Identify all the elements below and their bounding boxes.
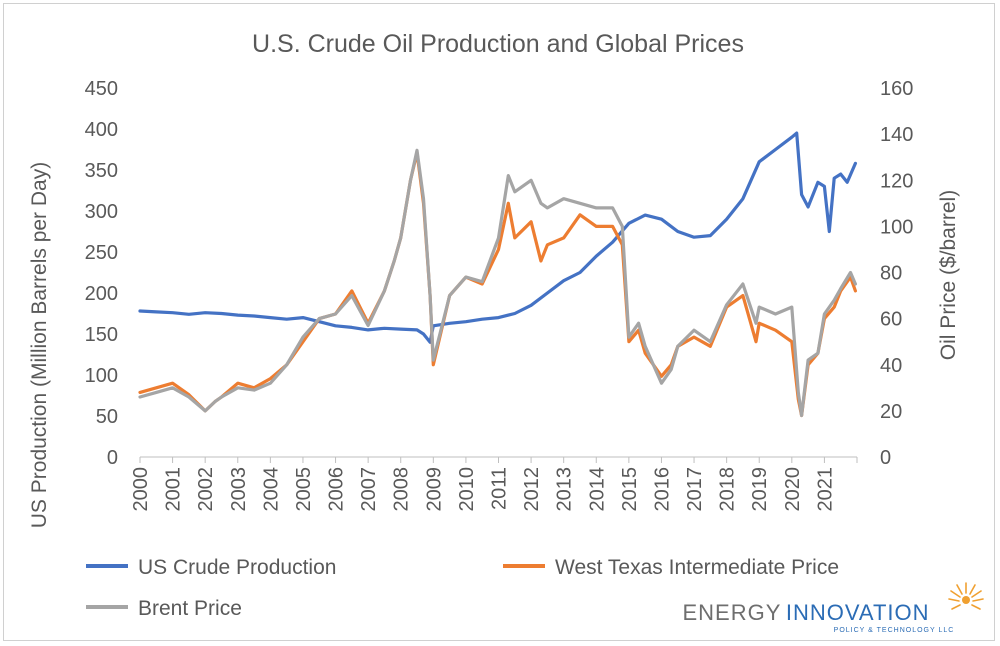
legend-wti-label: West Texas Intermediate Price bbox=[555, 556, 839, 579]
logo-tagline: POLICY & TECHNOLOGY LLC bbox=[834, 627, 955, 634]
left-tick-label: 150 bbox=[85, 324, 118, 346]
left-tick-label: 250 bbox=[85, 242, 118, 264]
energy-innovation-logo: ENERGY INNOVATION POLICY & TECHNOLOGY LL… bbox=[682, 582, 984, 634]
left-tick-label: 0 bbox=[107, 447, 118, 469]
x-tick-label: 2008 bbox=[391, 467, 413, 512]
chart-frame bbox=[3, 3, 995, 641]
right-axis-title: Oil Price ($/barrel) bbox=[937, 190, 960, 360]
x-tick-label: 2002 bbox=[195, 467, 217, 512]
left-tick-label: 50 bbox=[96, 406, 118, 428]
x-tick-label: 2009 bbox=[423, 467, 445, 512]
right-axis-ticks: 0 20 40 60 80 100 120 140 160 bbox=[880, 78, 913, 469]
right-tick-label: 40 bbox=[880, 355, 902, 377]
x-tick-label: 2012 bbox=[521, 467, 543, 512]
x-tick-label: 2014 bbox=[586, 467, 608, 512]
x-tick-label: 2018 bbox=[717, 467, 739, 512]
x-tick-label: 2005 bbox=[293, 467, 315, 512]
x-tick-label: 2011 bbox=[489, 467, 511, 510]
us-production-line bbox=[138, 131, 858, 344]
x-tick-label: 2003 bbox=[228, 467, 250, 512]
sunburst-icon bbox=[948, 582, 984, 610]
x-axis: 2000 2001 2002 2003 2004 2005 2006 2007 2008 2009… bbox=[130, 456, 858, 512]
x-tick-label: 2006 bbox=[326, 467, 348, 512]
right-tick-label: 80 bbox=[880, 263, 902, 285]
legend-us-production-label: US Crude Production bbox=[138, 556, 336, 579]
left-tick-label: 300 bbox=[85, 201, 118, 223]
right-tick-label: 0 bbox=[880, 447, 891, 469]
x-tick-label: 2019 bbox=[749, 467, 771, 512]
left-axis-title: US Production (Million Barrels per Day) bbox=[28, 162, 51, 528]
x-tick-label: 2020 bbox=[782, 467, 804, 512]
logo-wordmark: ENERGY INNOVATION bbox=[682, 600, 929, 625]
brent-price-line bbox=[138, 148, 858, 418]
chart-title: U.S. Crude Oil Production and Global Pri… bbox=[252, 30, 744, 58]
x-tick-label: 2010 bbox=[456, 467, 478, 512]
x-tick-label: 2017 bbox=[684, 467, 706, 512]
right-tick-label: 100 bbox=[880, 216, 913, 238]
right-tick-label: 60 bbox=[880, 309, 902, 331]
wti-price-line bbox=[138, 151, 858, 418]
left-tick-label: 450 bbox=[85, 78, 118, 100]
x-tick-label: 2013 bbox=[554, 467, 576, 512]
x-tick-label: 2000 bbox=[130, 467, 152, 512]
right-tick-label: 120 bbox=[880, 170, 913, 192]
x-tick-label: 2015 bbox=[619, 467, 641, 512]
legend-brent-label: Brent Price bbox=[138, 597, 242, 620]
left-axis-ticks: 0 50 100 150 200 250 300 350 400 450 bbox=[85, 78, 118, 469]
left-tick-label: 200 bbox=[85, 283, 118, 305]
x-tick-label: 2007 bbox=[358, 467, 380, 512]
x-tick-label: 2001 bbox=[163, 467, 185, 512]
right-tick-label: 20 bbox=[880, 401, 902, 423]
x-tick-label: 2021 bbox=[814, 467, 836, 512]
x-tick-label: 2004 bbox=[260, 467, 282, 512]
right-tick-label: 140 bbox=[880, 124, 913, 146]
left-tick-label: 400 bbox=[85, 119, 118, 141]
series-layer bbox=[138, 131, 858, 418]
x-tick-label: 2016 bbox=[651, 467, 673, 512]
left-tick-label: 350 bbox=[85, 160, 118, 182]
right-tick-label: 160 bbox=[880, 78, 913, 100]
legend: US Crude Production West Texas Intermedia… bbox=[86, 556, 839, 620]
left-tick-label: 100 bbox=[85, 365, 118, 387]
